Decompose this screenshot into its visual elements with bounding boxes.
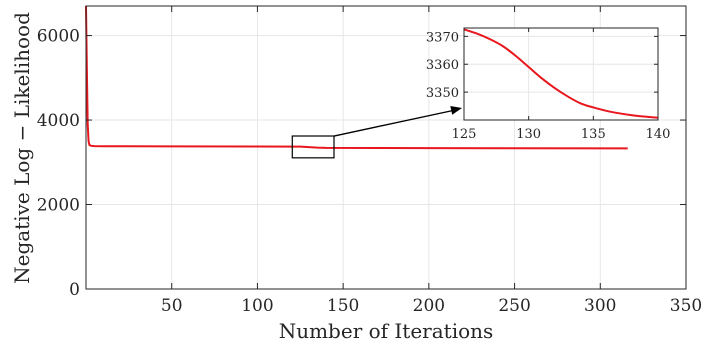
zoom-box (291, 135, 335, 159)
main-series (85, 5, 628, 150)
y-tick-label: 6000 (37, 27, 80, 47)
inset-y-tick-label: 3360 (426, 58, 459, 73)
inset-y-tick-label: 3350 (426, 86, 459, 101)
y-axis-title: Negative Log − Likelihood (10, 12, 34, 284)
inset-y-tick-label: 3370 (426, 30, 459, 45)
x-tick-label: 50 (161, 296, 183, 316)
x-tick-label: 250 (498, 296, 530, 316)
main-ticks (86, 6, 687, 290)
main-plot-frame (85, 5, 687, 290)
inset-series (463, 28, 659, 119)
inset-tick-labels: 125 130 135 140 3350 3360 3370 (426, 30, 671, 142)
zoom-arrow-line (333, 109, 454, 137)
x-axis-title: Number of Iterations (279, 319, 494, 343)
x-tick-label: 150 (327, 296, 359, 316)
inset-x-tick-label: 140 (646, 127, 671, 142)
y-tick-label: 2000 (37, 196, 80, 216)
inset-grid (463, 28, 659, 120)
x-tick-label: 100 (241, 296, 273, 316)
x-tick-label: 300 (584, 296, 616, 316)
inset-x-tick-label: 125 (452, 127, 477, 142)
series-line (85, 5, 628, 150)
x-tick-label: 350 (670, 296, 702, 316)
inset-ticks (463, 28, 659, 120)
zoom-arrow-head (450, 105, 462, 115)
inset-plot-frame (463, 27, 659, 121)
main-tick-labels: 50 100 150 200 250 300 350 0 2000 4000 6000 (37, 27, 702, 316)
inset-series-line (463, 28, 659, 119)
x-tick-label: 200 (413, 296, 445, 316)
zoom-annotation (291, 105, 462, 159)
inset-x-tick-label: 135 (581, 127, 606, 142)
inset-x-tick-label: 130 (516, 127, 541, 142)
y-tick-label: 0 (69, 280, 80, 300)
y-tick-label: 4000 (37, 111, 80, 131)
